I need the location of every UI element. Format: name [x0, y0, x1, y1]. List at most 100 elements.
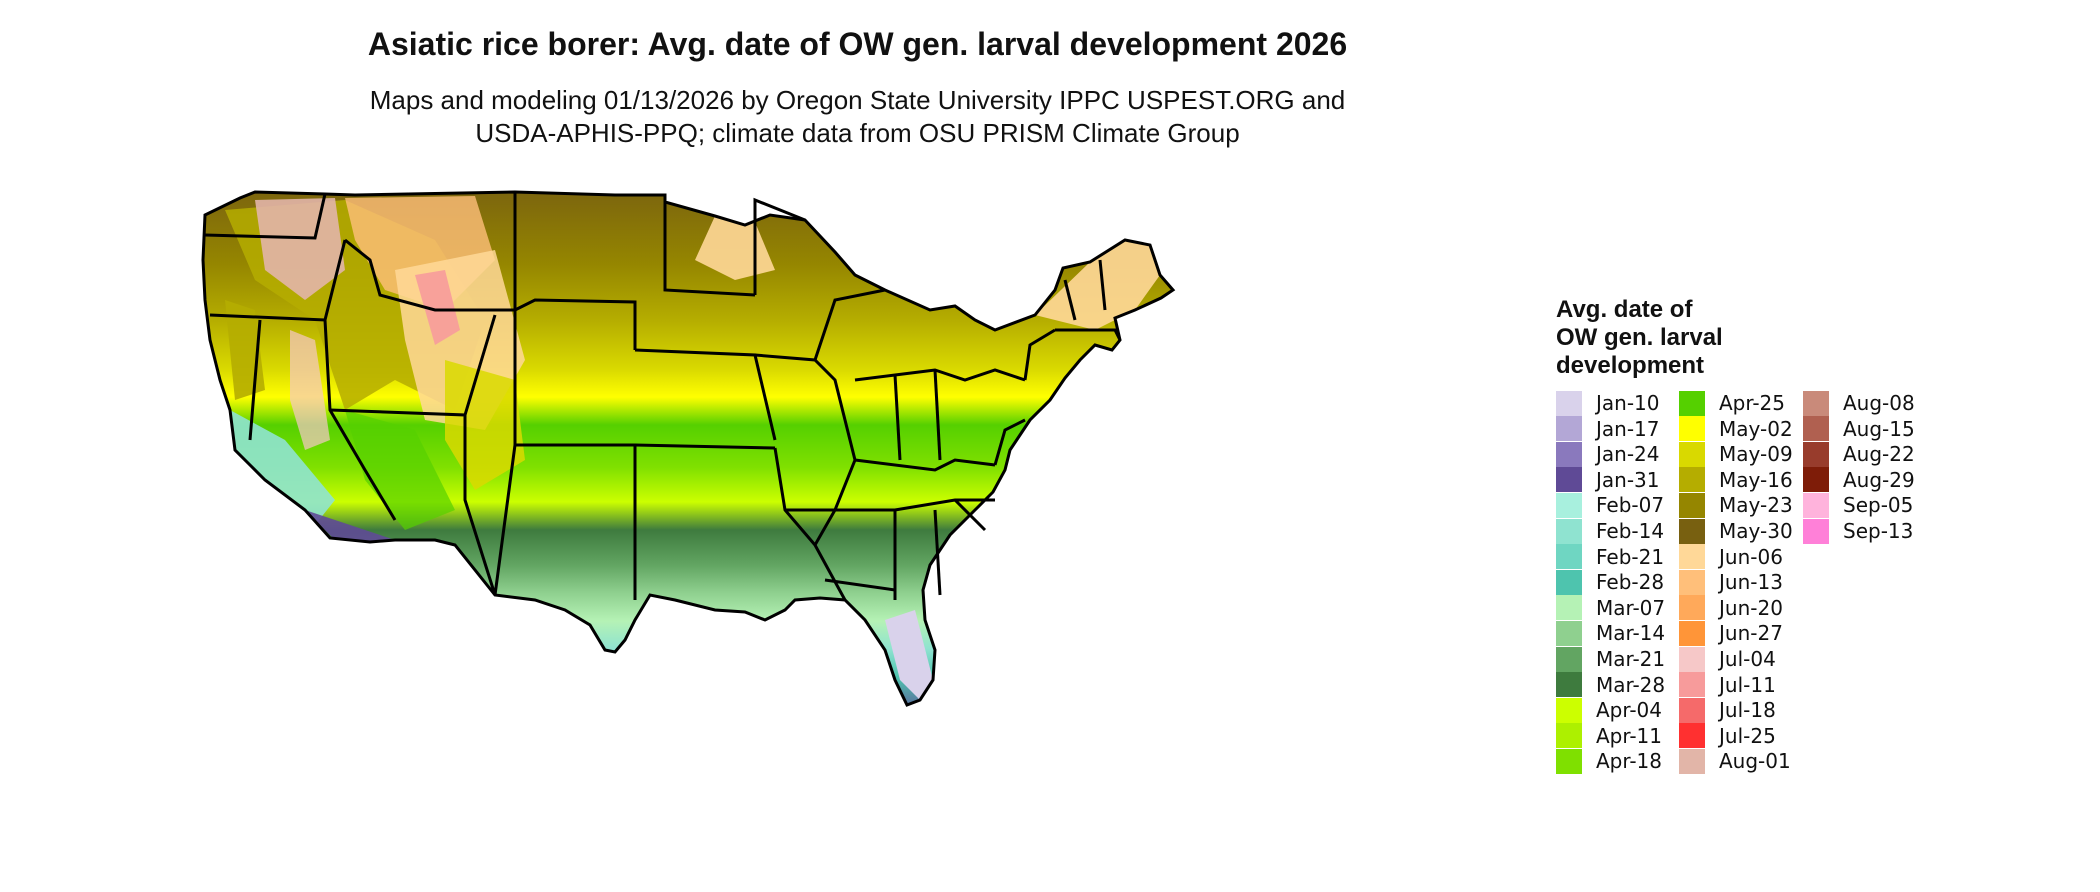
legend-item: Apr-25 — [1679, 390, 1785, 416]
us-map — [201, 190, 1175, 707]
legend-label: Jan-10 — [1596, 391, 1660, 415]
legend-swatch — [1679, 441, 1705, 467]
legend-item: Jun-27 — [1679, 620, 1783, 646]
map-title: Asiatic rice borer: Avg. date of OW gen.… — [367, 26, 1348, 62]
legend-swatch — [1556, 492, 1582, 518]
legend-swatch — [1679, 416, 1705, 442]
legend-label: May-16 — [1719, 467, 1793, 492]
legend-item: Jan-10 — [1556, 390, 1660, 416]
legend-swatch — [1679, 390, 1705, 416]
legend-item: Jul-04 — [1679, 646, 1776, 672]
legend-label: Jan-17 — [1596, 416, 1660, 441]
legend-label: Jun-06 — [1719, 544, 1783, 569]
legend-label: Feb-21 — [1596, 544, 1665, 569]
legend-swatch — [1679, 467, 1705, 493]
legend-swatch — [1679, 492, 1705, 518]
legend-label: Jul-11 — [1719, 672, 1776, 697]
legend-swatch — [1679, 544, 1705, 570]
legend-label: Sep-05 — [1843, 493, 1914, 518]
legend-item: Apr-18 — [1556, 748, 1662, 774]
legend-label: Aug-22 — [1843, 442, 1915, 467]
legend-label: May-02 — [1719, 416, 1793, 441]
legend-item: Mar-07 — [1556, 595, 1665, 621]
legend-item: May-09 — [1679, 441, 1793, 467]
legend-swatch — [1679, 646, 1705, 672]
legend-item: May-30 — [1679, 518, 1793, 544]
legend-item: Jun-13 — [1679, 569, 1783, 595]
legend-item: Aug-22 — [1803, 441, 1915, 467]
legend-swatch — [1679, 620, 1705, 646]
legend-label: Sep-13 — [1843, 519, 1914, 543]
legend-item: May-02 — [1679, 416, 1793, 442]
legend-swatch — [1679, 697, 1705, 723]
legend-label: Feb-14 — [1596, 519, 1665, 543]
legend-swatch — [1556, 518, 1582, 544]
legend-label: Aug-01 — [1719, 749, 1791, 774]
legend-item: Jun-06 — [1679, 544, 1783, 570]
legend-item: Jun-20 — [1679, 595, 1783, 621]
legend-item: Feb-14 — [1556, 518, 1664, 544]
legend-label: Apr-18 — [1596, 749, 1662, 774]
legend-item: Aug-15 — [1803, 416, 1915, 442]
legend-label: Apr-04 — [1596, 698, 1662, 723]
legend: Jan-10 Jan-17 Jan-24 Jan-31 Feb-07 Feb-14 Feb-… — [1556, 390, 2076, 780]
legend-item: Apr-04 — [1556, 697, 1662, 723]
legend-swatch — [1556, 595, 1582, 621]
legend-item: Feb-07 — [1556, 492, 1664, 518]
legend-label: Jun-27 — [1719, 621, 1783, 646]
legend-swatch — [1556, 569, 1582, 595]
legend-swatch — [1556, 620, 1582, 646]
legend-swatch — [1679, 595, 1705, 621]
legend-label: Feb-28 — [1596, 570, 1665, 595]
legend-label: Apr-11 — [1596, 723, 1662, 748]
legend-swatch — [1679, 672, 1705, 698]
legend-label: Jan-31 — [1596, 467, 1660, 492]
legend-label: Mar-07 — [1596, 595, 1666, 620]
legend-item: Jul-18 — [1679, 697, 1776, 723]
legend-label: Jul-04 — [1719, 647, 1776, 671]
legend-swatch — [1556, 441, 1582, 467]
legend-label: Jun-13 — [1719, 570, 1783, 595]
legend-swatch — [1679, 748, 1705, 774]
legend-item: Sep-05 — [1803, 492, 1913, 518]
legend-swatch — [1556, 416, 1582, 442]
legend-item: May-16 — [1679, 467, 1793, 493]
climate-fill — [203, 192, 1173, 705]
legend-swatch — [1803, 492, 1829, 518]
legend-label: Mar-14 — [1596, 621, 1666, 646]
legend-label: Jan-24 — [1596, 442, 1660, 467]
legend-swatch — [1556, 544, 1582, 570]
legend-item: Jan-17 — [1556, 416, 1660, 442]
legend-item: Jan-31 — [1556, 467, 1660, 493]
legend-swatch — [1803, 416, 1829, 442]
legend-item: Mar-14 — [1556, 620, 1665, 646]
map-subtitle: Maps and modeling 01/13/2026 by Oregon S… — [200, 84, 1515, 150]
legend-swatch — [1679, 569, 1705, 595]
legend-title-line-2: OW gen. larval — [1556, 324, 1723, 351]
state-borders — [201, 190, 1175, 707]
legend-swatch — [1556, 467, 1582, 493]
legend-label: Feb-07 — [1596, 493, 1665, 518]
legend-item: Jul-25 — [1679, 723, 1776, 749]
legend-item: Mar-28 — [1556, 672, 1665, 698]
legend-swatch — [1803, 467, 1829, 493]
legend-title: Avg. date of OW gen. larval development — [1556, 296, 1723, 380]
legend-title-line-1: Avg. date of — [1556, 296, 1693, 323]
legend-label: Jun-20 — [1719, 595, 1783, 620]
legend-swatch — [1556, 672, 1582, 698]
legend-item: May-23 — [1679, 492, 1793, 518]
legend-item: Mar-21 — [1556, 646, 1665, 672]
legend-swatch — [1556, 646, 1582, 672]
legend-label: Mar-21 — [1596, 647, 1666, 671]
legend-label: Jul-25 — [1719, 723, 1776, 748]
legend-item: Aug-01 — [1679, 748, 1791, 774]
legend-swatch — [1556, 723, 1582, 749]
legend-label: May-23 — [1719, 493, 1793, 518]
legend-swatch — [1679, 723, 1705, 749]
legend-label: May-09 — [1719, 442, 1793, 467]
legend-label: May-30 — [1719, 519, 1793, 543]
legend-swatch — [1679, 518, 1705, 544]
legend-label: Jul-18 — [1719, 698, 1776, 723]
legend-title-line-3: development — [1556, 352, 1705, 379]
legend-swatch — [1556, 390, 1582, 416]
